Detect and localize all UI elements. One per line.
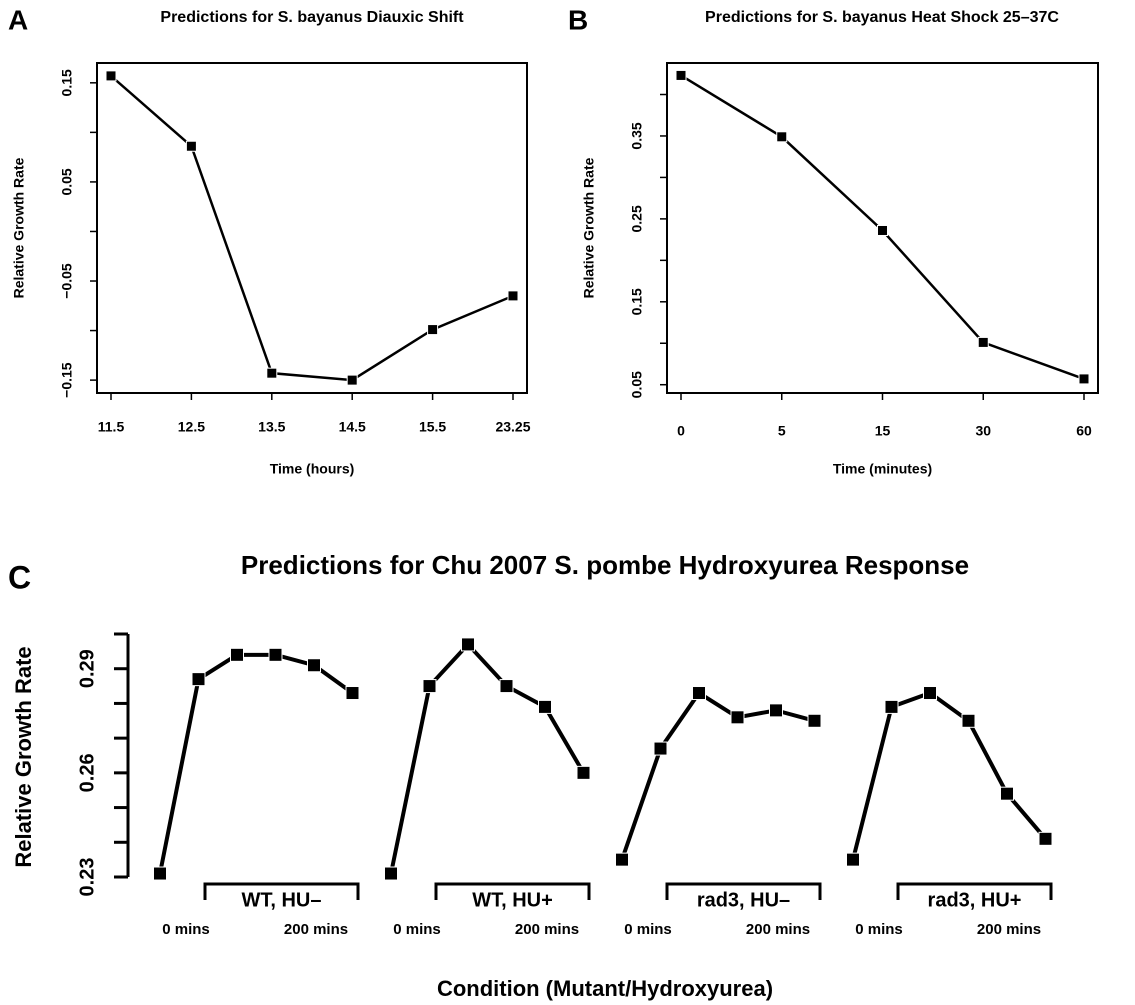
data-line (389, 641, 586, 874)
data-line (110, 74, 514, 382)
data-point (422, 679, 437, 694)
y-tick-label: 0.23 (76, 858, 98, 897)
data-point (977, 336, 989, 348)
data-point (266, 367, 278, 379)
data-point (307, 658, 321, 673)
data-point (576, 765, 591, 780)
panel-letter: B (568, 4, 588, 35)
data-point (653, 741, 668, 756)
x-tick-label: 200 mins (284, 921, 348, 938)
data-point (807, 713, 822, 728)
data-point (923, 686, 937, 701)
chart-title: Predictions for S. bayanus Heat Shock 25… (705, 9, 1059, 26)
data-line (620, 690, 816, 861)
group-bracket (203, 882, 360, 900)
data-point (384, 866, 398, 881)
data-point (1000, 786, 1014, 801)
data-point (345, 686, 360, 701)
data-point (846, 852, 860, 867)
data-point (346, 374, 358, 386)
x-tick-label: 0 (677, 423, 685, 439)
data-point (692, 686, 706, 701)
chart-title: Predictions for Chu 2007 S. pombe Hydrox… (241, 550, 969, 580)
panel-letter: C (8, 559, 31, 595)
data-point (1038, 831, 1053, 846)
panel-letter: A (8, 4, 28, 35)
group-label: WT, HU– (242, 889, 322, 911)
data-line (158, 652, 354, 874)
data-point (507, 290, 519, 302)
data-point (499, 679, 514, 694)
data-point (191, 672, 206, 687)
data-point (461, 637, 475, 652)
data-point (105, 70, 117, 82)
x-tick-label: 200 mins (746, 921, 810, 938)
data-point (230, 647, 244, 662)
data-point (538, 699, 552, 714)
group-label: WT, HU+ (472, 889, 553, 911)
x-axis-label: Time (hours) (270, 461, 355, 477)
x-axis-label: Condition (Mutant/Hydroxyurea) (437, 976, 773, 1001)
x-tick-label: 200 mins (977, 921, 1041, 938)
y-tick-label: 0.15 (629, 288, 645, 315)
y-tick-label: 0.29 (76, 649, 98, 688)
x-tick-label: 5 (778, 423, 786, 439)
group-label: rad3, HU+ (928, 889, 1022, 911)
y-tick-label: 0.05 (629, 371, 645, 398)
x-tick-label: 60 (1076, 423, 1092, 439)
x-tick-label: 0 mins (162, 921, 210, 938)
y-axis-label: Relative Growth Rate (11, 646, 36, 867)
x-tick-label: 0 mins (855, 921, 903, 938)
data-line (851, 690, 1048, 861)
y-tick-label: 0.15 (59, 69, 75, 96)
x-tick-label: 0 mins (624, 921, 672, 938)
x-tick-label: 0 mins (393, 921, 441, 938)
chart-title: Predictions for S. bayanus Diauxic Shift (160, 9, 464, 26)
x-tick-label: 13.5 (258, 419, 285, 435)
y-axis-label: Relative Growth Rate (11, 157, 27, 298)
data-point (769, 703, 783, 718)
plot-frame (96, 62, 528, 394)
x-tick-label: 23.25 (495, 419, 530, 435)
x-tick-label: 30 (975, 423, 991, 439)
group-label: rad3, HU– (697, 889, 790, 911)
x-tick-label: 200 mins (515, 921, 579, 938)
x-tick-label: 12.5 (178, 419, 205, 435)
y-tick-label: 0.05 (59, 168, 75, 195)
data-point (961, 713, 976, 728)
y-tick-label: −0.05 (59, 263, 75, 299)
x-tick-label: 11.5 (98, 419, 125, 435)
group-bracket (896, 882, 1053, 900)
x-tick-label: 14.5 (339, 419, 366, 435)
data-point (268, 647, 283, 662)
data-point (153, 866, 167, 881)
x-tick-label: 15.5 (419, 419, 446, 435)
data-point (730, 710, 745, 725)
x-axis-label: Time (minutes) (833, 461, 932, 477)
group-bracket (665, 882, 822, 900)
data-point (185, 140, 197, 152)
data-point (776, 131, 788, 143)
data-point (675, 69, 687, 81)
data-point (877, 224, 888, 236)
x-tick-label: 15 (875, 423, 891, 439)
group-bracket (434, 882, 591, 900)
y-tick-label: 0.25 (629, 205, 645, 232)
data-point (1078, 373, 1090, 385)
data-point (884, 699, 899, 714)
data-point (615, 852, 629, 867)
data-point (427, 324, 439, 336)
y-tick-label: −0.15 (59, 362, 75, 398)
y-tick-label: 0.35 (629, 122, 645, 149)
y-tick-label: 0.26 (76, 753, 98, 792)
y-axis-label: Relative Growth Rate (581, 157, 597, 298)
